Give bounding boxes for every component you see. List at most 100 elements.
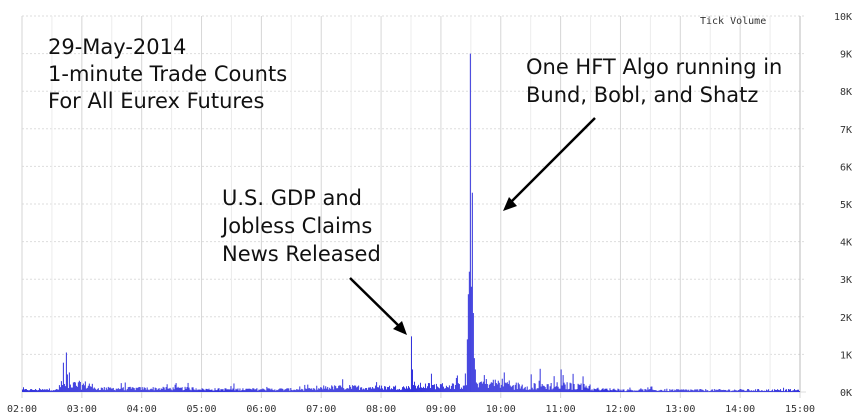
volume-bar <box>633 391 635 392</box>
volume-bar <box>189 389 191 392</box>
volume-bar <box>605 388 607 392</box>
volume-bar <box>406 386 408 392</box>
volume-bar <box>315 390 317 392</box>
volume-bar <box>288 388 290 392</box>
volume-bar <box>625 391 627 392</box>
volume-bar <box>261 389 263 392</box>
volume-bar <box>291 389 293 392</box>
volume-bar <box>499 387 501 392</box>
volume-bar <box>476 383 478 392</box>
volume-bar <box>546 384 548 392</box>
volume-bar <box>649 389 651 392</box>
volume-bar <box>604 388 606 392</box>
volume-bar <box>542 385 544 392</box>
volume-bar <box>426 386 428 392</box>
volume-bar <box>692 390 694 392</box>
volume-bar <box>453 389 455 392</box>
volume-bar <box>565 389 567 392</box>
volume-bar <box>436 386 438 392</box>
volume-bar <box>578 384 580 392</box>
volume-bar <box>468 271 470 392</box>
volume-bar <box>563 382 565 392</box>
volume-bar <box>236 389 238 392</box>
volume-bar <box>734 389 736 392</box>
volume-bar <box>683 389 685 392</box>
volume-bar <box>677 389 679 392</box>
volume-bar <box>690 389 692 392</box>
volume-bar <box>606 388 608 392</box>
volume-bar <box>235 388 237 392</box>
volume-bar <box>693 390 695 392</box>
volume-bar <box>48 388 50 392</box>
x-tick-label: 07:00 <box>306 404 336 415</box>
volume-bar <box>736 390 738 392</box>
volume-bar <box>178 388 180 392</box>
volume-bar <box>155 388 157 392</box>
volume-bar <box>658 390 660 392</box>
volume-bar <box>574 389 576 392</box>
volume-bar <box>388 387 390 392</box>
volume-bar <box>523 388 525 392</box>
volume-bar <box>488 384 490 392</box>
volume-bar <box>222 388 224 392</box>
volume-bar <box>352 385 354 392</box>
volume-bar <box>72 382 74 392</box>
volume-bar <box>653 390 655 392</box>
volume-bar <box>748 389 750 392</box>
volume-bar <box>142 389 144 392</box>
volume-bar <box>766 389 768 392</box>
volume-bar <box>326 388 328 392</box>
volume-bar <box>320 387 322 392</box>
volume-bar <box>323 385 325 392</box>
volume-bar <box>69 384 71 392</box>
volume-bar <box>213 390 215 392</box>
volume-bar <box>66 374 68 392</box>
x-tick-label: 10:00 <box>486 404 516 415</box>
volume-bar <box>586 387 588 392</box>
volume-bar <box>280 388 282 392</box>
volume-bar <box>251 389 253 392</box>
volume-bar <box>787 391 789 392</box>
volume-bar <box>28 390 30 392</box>
volume-bar <box>182 390 184 392</box>
volume-bar <box>451 383 453 392</box>
volume-bar <box>258 389 260 392</box>
volume-bar <box>339 385 341 392</box>
volume-bar <box>631 390 633 392</box>
volume-bar <box>333 389 335 392</box>
chart-title-line-1: 29-May-2014 <box>48 35 186 59</box>
volume-bar <box>761 390 763 392</box>
volume-bar <box>208 388 210 392</box>
volume-bar <box>247 388 249 392</box>
volume-bar <box>290 388 292 392</box>
gdp-annotation-line-1: U.S. GDP and <box>222 186 362 210</box>
volume-bar <box>421 387 423 392</box>
volume-bar <box>128 386 130 392</box>
volume-bar <box>303 390 305 392</box>
volume-bar <box>49 390 51 392</box>
volume-bar <box>723 389 725 392</box>
volume-bar <box>569 382 571 392</box>
volume-bar <box>743 389 745 392</box>
volume-bar <box>599 390 601 392</box>
volume-bar <box>53 390 55 392</box>
volume-bar <box>455 377 457 392</box>
volume-bar <box>215 390 217 392</box>
volume-bar <box>145 389 147 392</box>
volume-bar <box>427 383 429 392</box>
gdp-arrow <box>349 277 407 335</box>
volume-bar <box>190 390 192 392</box>
volume-bar <box>770 390 772 392</box>
volume-bar <box>439 384 441 392</box>
volume-bar <box>324 388 326 392</box>
volume-bar <box>363 388 365 392</box>
volume-bar <box>392 389 394 392</box>
volume-bar <box>435 383 437 392</box>
volume-bar <box>361 387 363 392</box>
volume-bar <box>401 389 403 392</box>
volume-bar <box>204 390 206 392</box>
volume-bar <box>461 388 463 392</box>
volume-bar <box>438 388 440 392</box>
volume-bar <box>234 390 236 392</box>
